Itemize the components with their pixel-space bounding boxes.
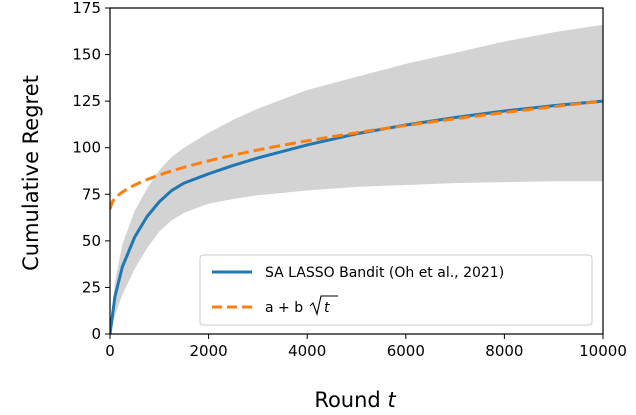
x-tick-label: 8000 xyxy=(485,342,523,360)
x-tick-label: 0 xyxy=(105,342,115,360)
y-tick-label: 175 xyxy=(72,0,101,17)
x-axis-label-variable: t xyxy=(387,388,396,412)
x-tick-label: 2000 xyxy=(190,342,228,360)
y-tick-label: 50 xyxy=(82,232,101,250)
x-axis-label-text: Round xyxy=(314,388,380,412)
legend-box xyxy=(199,254,593,326)
legend-label-sqrt-fit: a + b t xyxy=(265,295,338,316)
axes: 0 2000 4000 6000 8000 10000 0 25 50 75 100 125 150 17… xyxy=(72,0,627,360)
x-axis-label: Round t xyxy=(314,388,396,412)
x-tick-label: 10000 xyxy=(579,342,627,360)
axes-frame xyxy=(109,7,604,335)
y-tick-label: 100 xyxy=(72,139,101,157)
y-tick-label: 75 xyxy=(82,185,101,203)
plot-clip-group xyxy=(110,24,603,334)
y-tick-label: 25 xyxy=(82,278,101,296)
series-line-sqrt-fit xyxy=(110,99,603,210)
confidence-band xyxy=(110,24,603,334)
legend-label-sqrt-fit-variable: t xyxy=(324,300,330,316)
y-tick-label: 125 xyxy=(72,92,101,110)
sqrt-radical-icon xyxy=(309,295,338,316)
legend-label-sqrt-fit-prefix: a + b xyxy=(265,300,303,316)
x-tick-label: 6000 xyxy=(387,342,425,360)
legend: SA LASSO Bandit (Oh et al., 2021) a + b … xyxy=(199,254,593,326)
y-tick-label: 150 xyxy=(72,46,101,64)
plot-area xyxy=(110,24,603,334)
legend-label-sa-lasso: SA LASSO Bandit (Oh et al., 2021) xyxy=(265,265,504,281)
y-tick-label: 0 xyxy=(91,325,101,343)
y-axis-label: Cumulative Regret xyxy=(19,75,43,271)
x-tick-label: 4000 xyxy=(288,342,326,360)
